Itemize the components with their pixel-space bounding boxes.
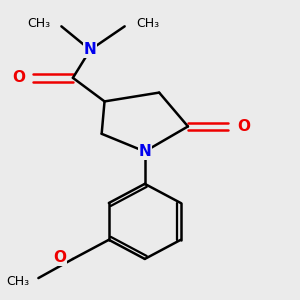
- Text: N: N: [138, 144, 151, 159]
- Text: O: O: [238, 119, 250, 134]
- Text: O: O: [12, 70, 25, 86]
- Text: CH₃: CH₃: [27, 17, 50, 30]
- Text: CH₃: CH₃: [136, 17, 159, 30]
- Text: CH₃: CH₃: [7, 274, 30, 287]
- Text: O: O: [53, 250, 67, 265]
- Text: N: N: [84, 42, 97, 57]
